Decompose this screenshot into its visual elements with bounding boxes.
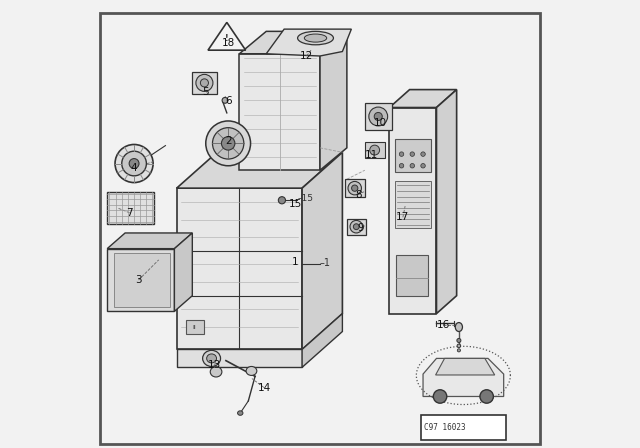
Ellipse shape xyxy=(420,164,426,168)
Text: C97 16023: C97 16023 xyxy=(424,423,466,432)
Text: 9: 9 xyxy=(357,224,364,233)
Ellipse shape xyxy=(115,144,153,183)
Ellipse shape xyxy=(433,390,447,403)
Ellipse shape xyxy=(237,411,243,415)
Polygon shape xyxy=(423,358,504,396)
Ellipse shape xyxy=(420,152,426,156)
FancyBboxPatch shape xyxy=(186,320,204,334)
Ellipse shape xyxy=(206,121,251,166)
Ellipse shape xyxy=(374,112,382,121)
Polygon shape xyxy=(389,108,436,314)
Ellipse shape xyxy=(457,344,461,348)
Polygon shape xyxy=(108,233,192,249)
Text: 14: 14 xyxy=(257,383,271,392)
Polygon shape xyxy=(108,249,174,311)
Ellipse shape xyxy=(399,164,404,168)
Text: 2: 2 xyxy=(225,136,232,146)
Text: 12: 12 xyxy=(300,51,313,61)
Polygon shape xyxy=(365,103,392,130)
Text: 3: 3 xyxy=(135,275,142,285)
Polygon shape xyxy=(177,152,342,188)
Text: 18: 18 xyxy=(221,38,235,47)
Text: 16: 16 xyxy=(436,320,450,330)
Ellipse shape xyxy=(348,181,362,195)
Text: II: II xyxy=(193,324,196,330)
Polygon shape xyxy=(320,31,347,170)
Polygon shape xyxy=(436,358,495,375)
Ellipse shape xyxy=(353,224,359,229)
Ellipse shape xyxy=(298,31,333,45)
Text: 13: 13 xyxy=(208,360,221,370)
Text: 17: 17 xyxy=(396,212,410,222)
Text: 7: 7 xyxy=(126,208,133,218)
Polygon shape xyxy=(302,152,342,349)
Text: 15: 15 xyxy=(289,199,302,209)
Ellipse shape xyxy=(129,159,139,168)
Ellipse shape xyxy=(350,220,362,233)
FancyBboxPatch shape xyxy=(396,139,431,172)
Polygon shape xyxy=(177,188,302,349)
Text: 5: 5 xyxy=(202,87,209,97)
Ellipse shape xyxy=(351,185,358,191)
Polygon shape xyxy=(347,219,365,235)
Polygon shape xyxy=(345,179,365,197)
FancyBboxPatch shape xyxy=(396,255,428,296)
Text: 6: 6 xyxy=(225,96,232,106)
Ellipse shape xyxy=(458,349,460,352)
Text: –15: –15 xyxy=(297,194,313,203)
Polygon shape xyxy=(365,142,385,158)
Ellipse shape xyxy=(246,366,257,375)
Ellipse shape xyxy=(457,339,461,343)
Ellipse shape xyxy=(200,79,209,87)
Ellipse shape xyxy=(207,354,216,363)
Text: 1: 1 xyxy=(292,257,299,267)
Polygon shape xyxy=(208,22,246,50)
Ellipse shape xyxy=(480,390,493,403)
Ellipse shape xyxy=(203,350,221,366)
FancyBboxPatch shape xyxy=(396,181,431,228)
Polygon shape xyxy=(389,90,457,108)
Ellipse shape xyxy=(410,152,415,156)
Polygon shape xyxy=(114,253,170,307)
Ellipse shape xyxy=(212,128,244,159)
FancyBboxPatch shape xyxy=(421,415,506,440)
Ellipse shape xyxy=(222,98,228,103)
Text: –1: –1 xyxy=(320,258,331,268)
Polygon shape xyxy=(302,314,342,367)
Text: 8: 8 xyxy=(355,190,362,200)
Text: 11: 11 xyxy=(365,150,378,159)
Polygon shape xyxy=(174,233,192,311)
Ellipse shape xyxy=(455,323,463,332)
Ellipse shape xyxy=(122,151,147,176)
Ellipse shape xyxy=(221,137,235,150)
Polygon shape xyxy=(177,349,302,367)
Ellipse shape xyxy=(196,74,213,91)
Text: 4: 4 xyxy=(131,163,138,173)
Text: 10: 10 xyxy=(374,118,387,128)
Polygon shape xyxy=(192,72,217,94)
Ellipse shape xyxy=(410,164,415,168)
Polygon shape xyxy=(239,54,320,170)
Ellipse shape xyxy=(370,145,380,155)
Ellipse shape xyxy=(399,152,404,156)
Ellipse shape xyxy=(210,366,222,377)
Polygon shape xyxy=(239,31,347,54)
Ellipse shape xyxy=(369,107,388,126)
FancyBboxPatch shape xyxy=(108,192,154,224)
Polygon shape xyxy=(436,90,457,314)
Ellipse shape xyxy=(305,34,326,42)
Ellipse shape xyxy=(278,197,285,204)
Text: !: ! xyxy=(225,34,228,43)
Polygon shape xyxy=(266,29,351,56)
